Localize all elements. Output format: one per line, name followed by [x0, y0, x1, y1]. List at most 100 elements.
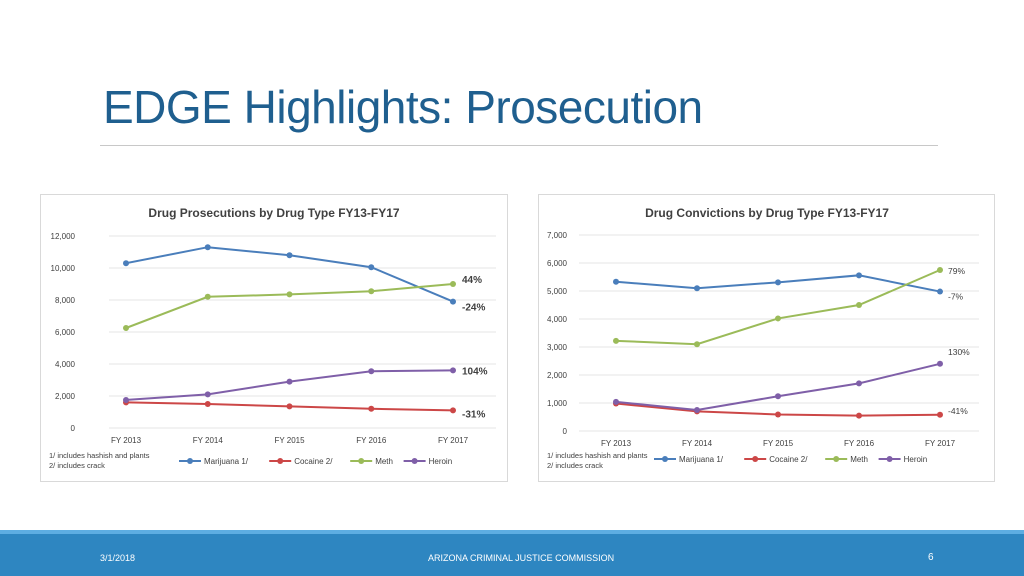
prosecutions-marijuana-point — [368, 264, 375, 271]
convictions-x-tick-label: FY 2014 — [682, 439, 713, 448]
convictions-x-tick-label: FY 2013 — [601, 439, 632, 448]
prosecutions-y-tick-label: 8,000 — [55, 296, 76, 305]
prosecutions-footnote: 1/ includes hashish and plants — [49, 451, 150, 460]
prosecutions-meth-point — [123, 325, 129, 331]
convictions-meth-point — [694, 341, 700, 348]
title-divider — [100, 145, 938, 146]
prosecutions-y-tick-label: 10,000 — [51, 264, 76, 273]
prosecutions-footnote: 2/ includes crack — [49, 461, 105, 470]
prosecutions-chart-title: Drug Prosecutions by Drug Type FY13-FY17 — [148, 206, 399, 220]
convictions-y-tick-label: 2,000 — [547, 371, 568, 380]
prosecutions-marijuana-point — [450, 298, 456, 305]
convictions-marijuana-point — [613, 278, 619, 285]
prosecutions-legend-label: Meth — [375, 457, 393, 466]
convictions-y-tick-label: 7,000 — [547, 231, 568, 240]
prosecutions-meth-point — [450, 281, 456, 287]
prosecutions-legend-label: Marijuana 1/ — [204, 457, 249, 466]
prosecutions-heroin-point — [286, 378, 293, 385]
convictions-meth-point — [775, 315, 781, 322]
convictions-heroin-point — [937, 360, 943, 367]
convictions-heroin-point — [856, 380, 862, 387]
convictions-chart-title: Drug Convictions by Drug Type FY13-FY17 — [645, 206, 889, 220]
prosecutions-cocaine-point — [368, 405, 375, 412]
footer-date: 3/1/2018 — [100, 553, 136, 563]
prosecutions-heroin-point — [123, 397, 129, 403]
convictions-cocaine-point — [937, 411, 943, 418]
prosecutions-heroin-point — [368, 368, 375, 375]
prosecutions-y-tick-label: 6,000 — [55, 328, 76, 337]
prosecutions-cocaine-point — [286, 403, 293, 410]
prosecutions-legend-marker — [358, 458, 365, 464]
footer-organization: ARIZONA CRIMINAL JUSTICE COMMISSION — [428, 553, 615, 563]
convictions-legend-item-heroin: Heroin — [878, 455, 928, 464]
prosecutions-marijuana-point — [123, 260, 129, 267]
prosecutions-legend-item-cocaine: Cocaine 2/ — [269, 457, 333, 466]
prosecutions-marijuana-point — [286, 252, 293, 259]
prosecutions-x-tick-label: FY 2017 — [438, 436, 469, 445]
convictions-marijuana-point — [937, 288, 943, 295]
convictions-legend-item-meth: Meth — [825, 455, 868, 464]
convictions-footnote: 1/ includes hashish and plants — [547, 451, 648, 460]
convictions-chart-panel: Drug Convictions by Drug Type FY13-FY17 0… — [538, 194, 995, 482]
convictions-legend-marker — [752, 456, 759, 462]
convictions-meth-point — [856, 302, 862, 308]
prosecutions-y-tick-label: 12,000 — [51, 232, 76, 241]
prosecutions-meth-line — [125, 283, 454, 329]
convictions-legend-item-cocaine: Cocaine 2/ — [744, 455, 808, 464]
prosecutions-x-tick-label: FY 2014 — [193, 436, 224, 445]
convictions-marijuana-change-label: -7% — [948, 292, 964, 302]
convictions-footnote: 2/ includes crack — [547, 461, 603, 470]
convictions-y-tick-label: 5,000 — [547, 287, 568, 296]
convictions-meth-point — [937, 267, 943, 273]
footer-accent — [0, 530, 1024, 534]
convictions-heroin-point — [775, 393, 781, 400]
convictions-x-tick-label: FY 2017 — [925, 439, 956, 448]
prosecutions-heroin-point — [450, 367, 456, 374]
prosecutions-cocaine-point — [450, 407, 456, 414]
prosecutions-x-tick-label: FY 2015 — [274, 436, 305, 445]
prosecutions-legend-marker — [187, 458, 193, 464]
convictions-legend-label: Meth — [850, 455, 868, 464]
prosecutions-legend-item-marijuana: Marijuana 1/ — [179, 457, 249, 466]
convictions-cocaine-change-label: -41% — [948, 406, 968, 416]
convictions-legend-marker — [886, 456, 893, 462]
prosecutions-chart-panel: Drug Prosecutions by Drug Type FY13-FY17… — [40, 194, 508, 482]
footer-bar — [0, 530, 1024, 576]
prosecutions-y-tick-label: 0 — [71, 424, 76, 433]
prosecutions-meth-point — [204, 293, 211, 300]
prosecutions-heroin-change-label: 104% — [462, 366, 488, 377]
convictions-legend-marker — [833, 456, 840, 462]
convictions-x-tick-label: FY 2015 — [763, 439, 794, 448]
convictions-legend-label: Heroin — [904, 455, 928, 464]
convictions-y-tick-label: 0 — [563, 427, 568, 436]
convictions-y-tick-label: 4,000 — [547, 315, 568, 324]
page-number: 6 — [928, 552, 934, 563]
prosecutions-marijuana-change-label: -24% — [462, 303, 485, 314]
convictions-y-tick-label: 1,000 — [547, 399, 568, 408]
prosecutions-y-tick-label: 4,000 — [55, 360, 76, 369]
prosecutions-legend-item-heroin: Heroin — [403, 457, 453, 466]
convictions-cocaine-point — [856, 412, 862, 419]
convictions-legend-marker — [662, 456, 668, 462]
slide-title: EDGE Highlights: Prosecution — [103, 81, 703, 133]
convictions-heroin-change-label: 130% — [948, 347, 970, 357]
prosecutions-legend-label: Heroin — [429, 457, 453, 466]
prosecutions-meth-point — [368, 288, 375, 295]
prosecutions-legend-item-meth: Meth — [350, 457, 393, 466]
prosecutions-chart: Drug Prosecutions by Drug Type FY13-FY17… — [49, 206, 496, 470]
convictions-y-tick-label: 3,000 — [547, 343, 568, 352]
convictions-x-tick-label: FY 2016 — [844, 439, 875, 448]
convictions-marijuana-point — [694, 285, 700, 292]
prosecutions-cocaine-point — [204, 401, 211, 407]
convictions-legend-label: Marijuana 1/ — [679, 455, 724, 464]
convictions-heroin-point — [694, 407, 700, 413]
prosecutions-x-tick-label: FY 2013 — [111, 436, 142, 445]
convictions-chart: Drug Convictions by Drug Type FY13-FY17 0… — [547, 206, 979, 470]
prosecutions-heroin-point — [204, 391, 211, 398]
convictions-legend-item-marijuana: Marijuana 1/ — [654, 455, 724, 464]
prosecutions-x-tick-label: FY 2016 — [356, 436, 387, 445]
prosecutions-legend-label: Cocaine 2/ — [294, 457, 333, 466]
prosecutions-legend-marker — [411, 458, 418, 464]
prosecutions-y-tick-label: 2,000 — [55, 392, 76, 401]
convictions-legend-label: Cocaine 2/ — [769, 455, 808, 464]
